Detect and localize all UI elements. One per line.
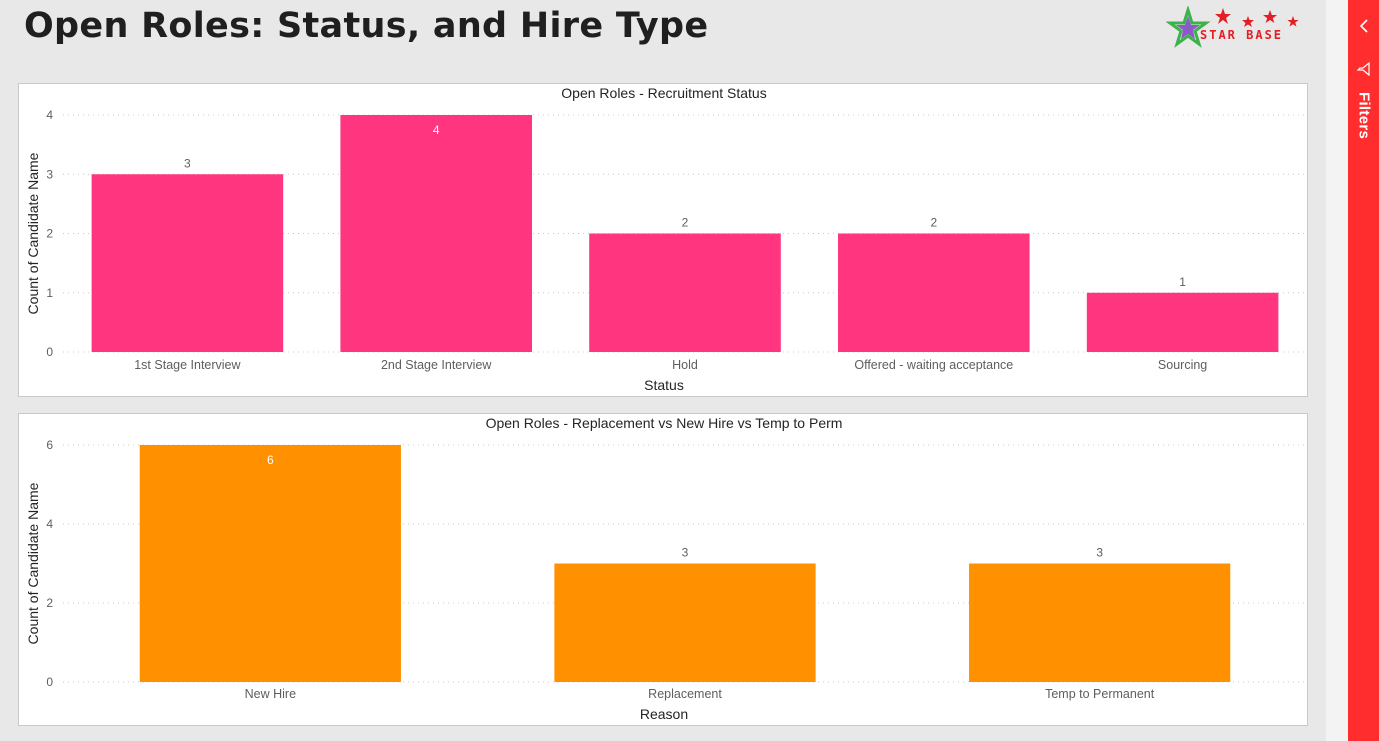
hire-type-chart[interactable]: Open Roles - Replacement vs New Hire vs … <box>18 413 1308 726</box>
x-tick-label: Sourcing <box>1158 358 1207 372</box>
star-base-logo: STAR BASE <box>1166 6 1299 48</box>
bar <box>340 115 532 352</box>
y-axis-label: Count of Candidate Name <box>25 152 41 314</box>
y-tick-label: 1 <box>46 286 53 300</box>
data-label: 1 <box>1179 275 1186 289</box>
chevron-left-icon <box>1359 19 1368 33</box>
x-tick-label: 2nd Stage Interview <box>381 358 492 372</box>
canvas-scroll-gutter <box>1326 0 1348 741</box>
y-tick-label: 3 <box>46 167 53 181</box>
bar <box>1086 292 1279 352</box>
x-tick-label: Temp to Permanent <box>1045 687 1155 701</box>
chart-title: Open Roles - Recruitment Status <box>561 85 766 101</box>
logo-star-2 <box>1242 16 1254 27</box>
data-label: 3 <box>682 546 689 560</box>
data-label: 6 <box>267 453 274 467</box>
x-axis-label: Reason <box>640 706 688 722</box>
data-label: 2 <box>930 216 937 230</box>
logo-text: STAR BASE <box>1200 28 1283 42</box>
y-tick-label: 0 <box>46 345 53 359</box>
funnel-icon-wrap <box>1348 62 1379 82</box>
bar <box>139 445 401 682</box>
x-tick-label: 1st Stage Interview <box>134 358 241 372</box>
y-tick-label: 4 <box>46 517 53 531</box>
chart-title: Open Roles - Replacement vs New Hire vs … <box>486 415 843 431</box>
filters-pane[interactable]: Filters <box>1348 0 1379 741</box>
bar <box>91 174 284 352</box>
y-tick-label: 2 <box>46 596 53 610</box>
y-tick-label: 2 <box>46 227 53 241</box>
x-tick-label: Replacement <box>648 687 722 701</box>
logo-star-inner <box>1176 16 1200 39</box>
bar <box>554 563 816 682</box>
collapse-filters-button[interactable] <box>1348 12 1379 40</box>
data-label: 3 <box>184 156 191 170</box>
bar <box>838 233 1030 352</box>
bar <box>969 563 1231 682</box>
data-label: 3 <box>1096 546 1103 560</box>
y-tick-label: 4 <box>46 108 53 122</box>
y-tick-label: 6 <box>46 438 53 452</box>
recruitment-status-plot: Open Roles - Recruitment Status 0 1 2 3 4 Coun… <box>25 85 1307 393</box>
logo-star-4 <box>1287 16 1299 27</box>
filters-label[interactable]: Filters <box>1355 92 1373 140</box>
bar <box>589 233 781 352</box>
funnel-icon <box>1356 62 1370 76</box>
y-axis-label: Count of Candidate Name <box>25 482 41 644</box>
y-tick-label: 0 <box>46 675 53 689</box>
x-tick-label: Offered - waiting acceptance <box>854 358 1013 372</box>
logo-star-outline <box>1166 6 1211 48</box>
x-tick-label: Hold <box>672 358 698 372</box>
x-tick-label: New Hire <box>245 687 296 701</box>
page-title: Open Roles: Status, and Hire Type <box>24 6 709 46</box>
logo-star-1 <box>1215 8 1231 24</box>
x-axis-label: Status <box>644 377 684 393</box>
data-label: 2 <box>682 216 689 230</box>
hire-type-plot: Open Roles - Replacement vs New Hire vs … <box>25 415 1307 722</box>
data-label: 4 <box>433 123 440 137</box>
logo-star-3 <box>1263 10 1277 23</box>
recruitment-status-chart[interactable]: Open Roles - Recruitment Status 0 1 2 3 4 Coun… <box>18 83 1308 397</box>
